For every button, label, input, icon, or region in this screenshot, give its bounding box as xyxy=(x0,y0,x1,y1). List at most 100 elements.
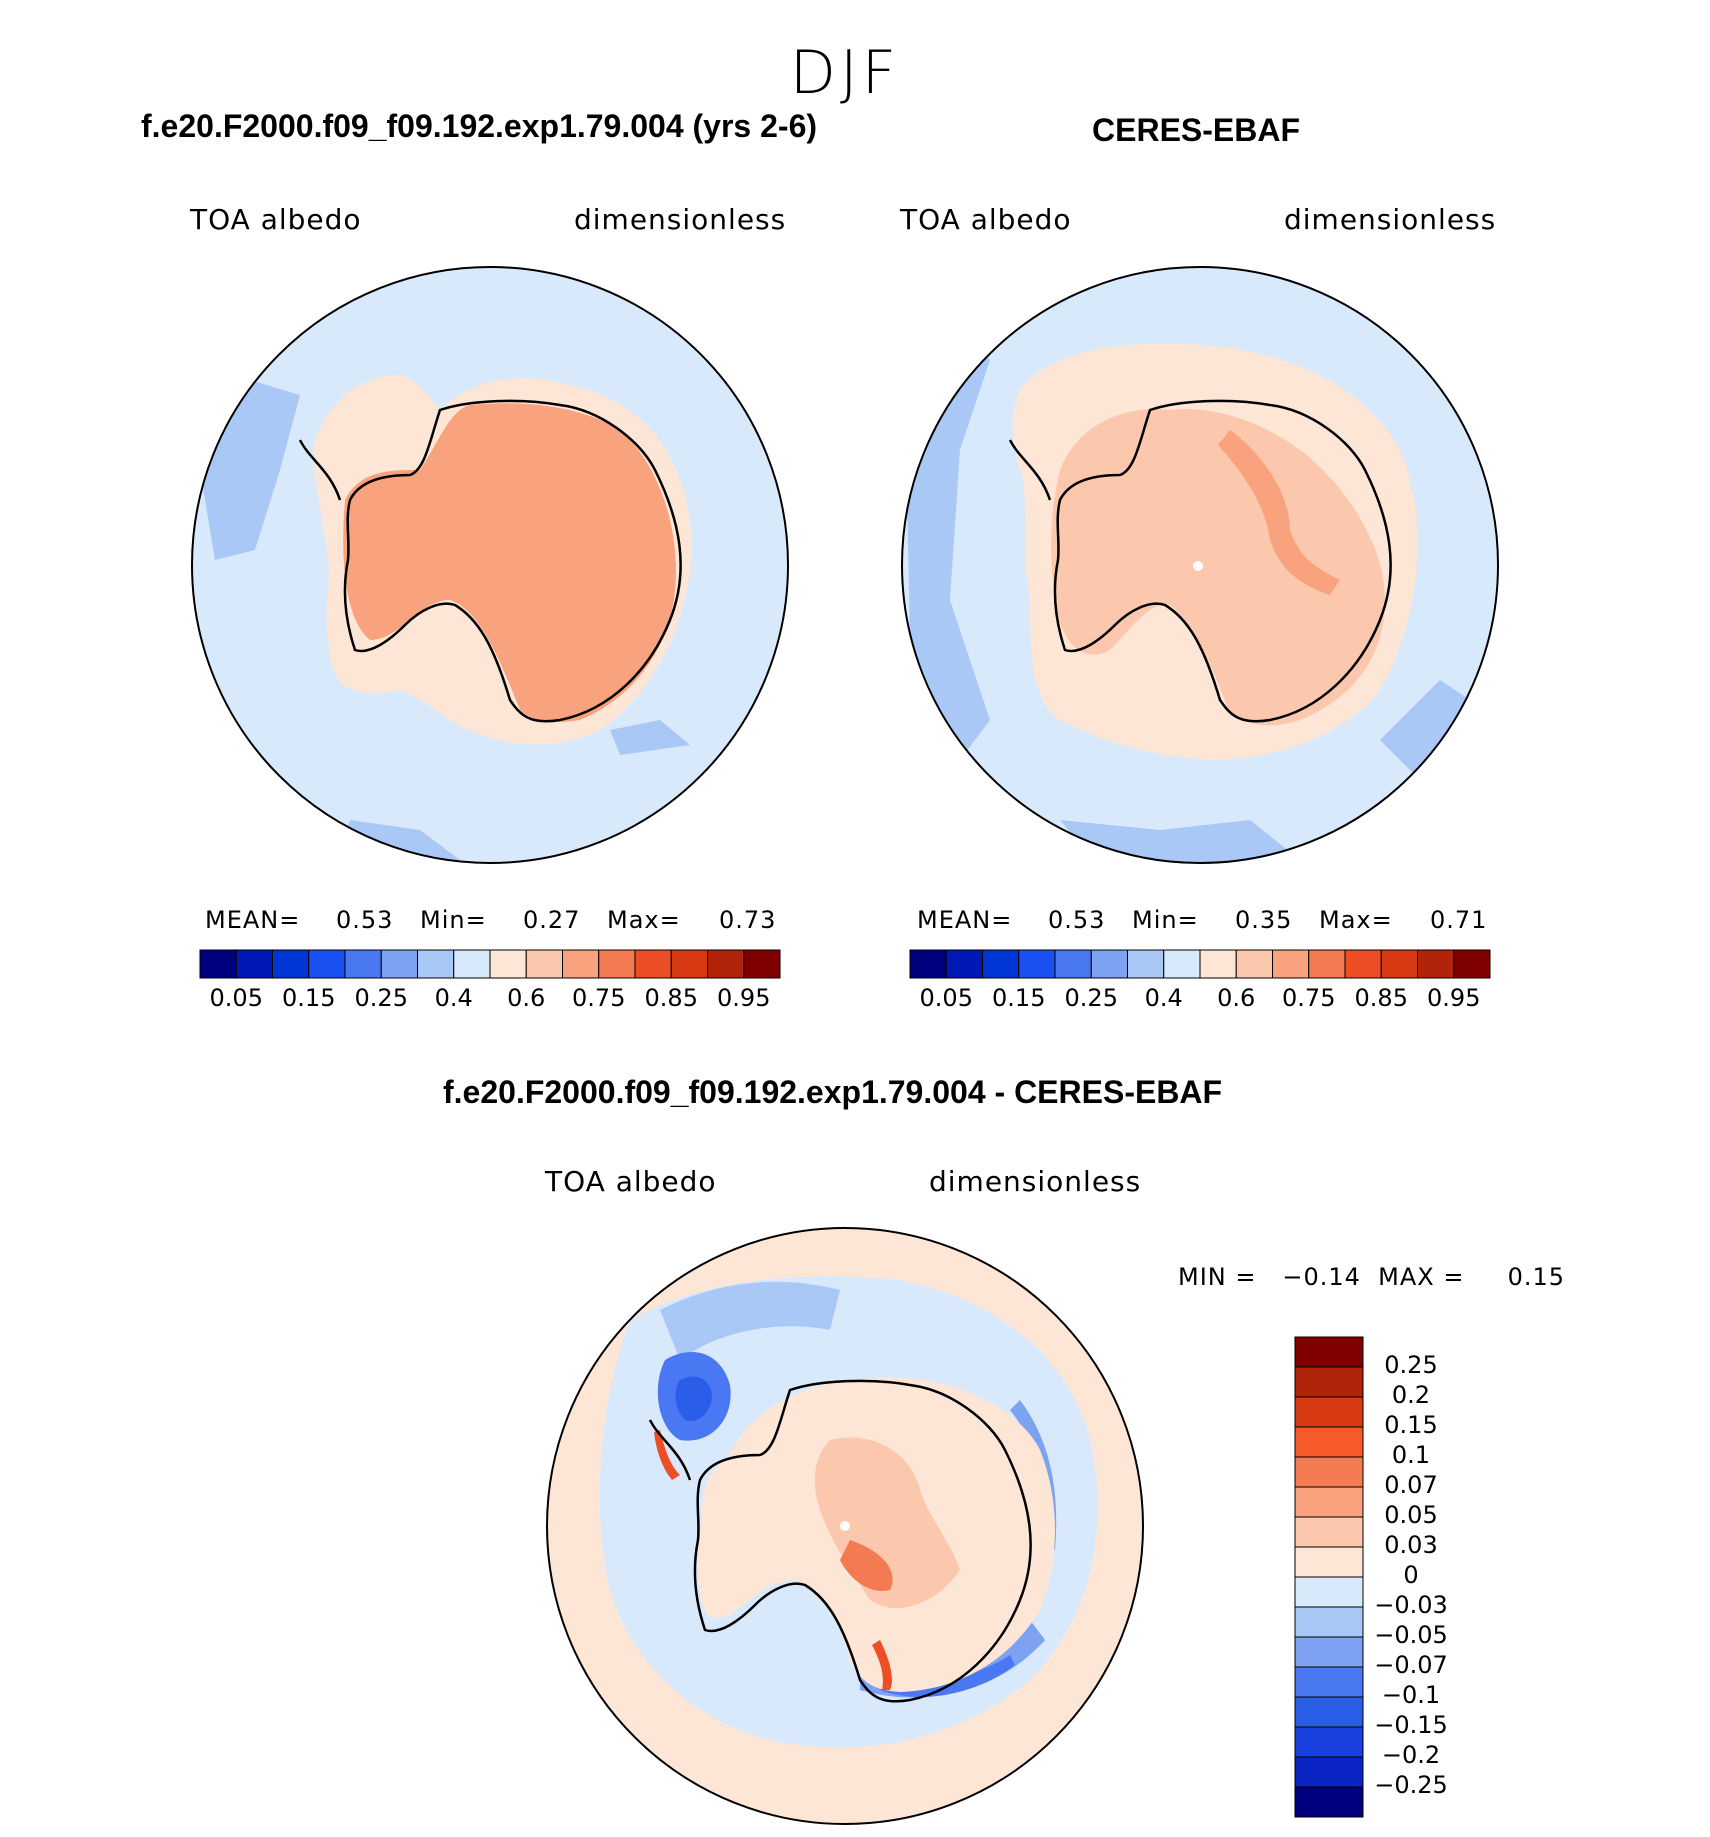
colorbar-swatch xyxy=(272,949,310,979)
colorbar-swatch xyxy=(1294,1756,1364,1788)
colorbar-tick-label: 0.1 xyxy=(1391,1441,1431,1469)
panel-2-mean: 0.53 xyxy=(1048,906,1106,934)
colorbar-tick-label: 0.4 xyxy=(434,984,473,1012)
colorbar-tick-label: 0.15 xyxy=(992,984,1046,1012)
colorbar-swatch xyxy=(1054,949,1092,979)
high-albedo-region xyxy=(343,403,676,722)
colorbar-swatch xyxy=(1294,1426,1364,1458)
colorbar-swatch xyxy=(1294,1666,1364,1698)
colorbar-swatch xyxy=(982,949,1020,979)
colorbar-tick-label: 0.6 xyxy=(1217,984,1256,1012)
colorbar-swatch xyxy=(1294,1636,1364,1668)
panel-1-min-label: Min= xyxy=(420,906,487,934)
colorbar-tick-label: −0.07 xyxy=(1374,1651,1448,1679)
colorbar-tick-label: −0.2 xyxy=(1381,1741,1441,1769)
panel-1-variable: TOA albedo xyxy=(190,203,362,236)
colorbar-tick-label: 0.75 xyxy=(1282,984,1336,1012)
season-title: DJF xyxy=(789,38,901,108)
colorbar-swatch xyxy=(1294,1336,1364,1368)
colorbar-swatch xyxy=(562,949,600,979)
colorbar-tick-label: 0.07 xyxy=(1384,1471,1438,1499)
colorbar-panel-2 xyxy=(909,949,1491,979)
panel-2-max-label: Max= xyxy=(1319,906,1393,934)
panel-1-min: 0.27 xyxy=(523,906,581,934)
colorbar-swatch xyxy=(1294,1546,1364,1578)
colorbar-tick-label: 0.85 xyxy=(644,984,698,1012)
high-albedo-region xyxy=(1051,409,1385,726)
plateau-ridge xyxy=(1218,430,1340,595)
colorbar-swatch xyxy=(1235,949,1273,979)
colorbar-panel-1 xyxy=(199,949,781,979)
colorbar-tick-label: 0.25 xyxy=(1384,1351,1438,1379)
panel-2-min: 0.35 xyxy=(1235,906,1293,934)
colorbar-swatch xyxy=(1294,1606,1364,1638)
colorbar-swatch xyxy=(707,949,745,979)
colorbar-swatch xyxy=(1294,1486,1364,1518)
colorbar-swatch xyxy=(598,949,636,979)
colorbar-tick-label: −0.1 xyxy=(1381,1681,1441,1709)
panel-1-title: f.e20.F2000.f09_f09.192.exp1.79.004 (yrs… xyxy=(141,108,818,144)
diff-minmax: MIN = −0.14 MAX = 0.15 xyxy=(1178,1263,1566,1291)
colorbar-tick-label: 0.05 xyxy=(209,984,263,1012)
colorbar-tick-label: −0.03 xyxy=(1374,1591,1448,1619)
colorbar-swatch xyxy=(417,949,455,979)
colorbar-swatch xyxy=(1294,1366,1364,1398)
colorbar-tick-label: 0.15 xyxy=(282,984,336,1012)
panel-2-units: dimensionless xyxy=(1284,203,1497,236)
colorbar-tick-label: 0.6 xyxy=(507,984,546,1012)
colorbar-tick-label: 0 xyxy=(1403,1561,1419,1589)
colorbar-swatch xyxy=(1344,949,1382,979)
diff-title: f.e20.F2000.f09_f09.192.exp1.79.004 - CE… xyxy=(443,1074,1223,1110)
colorbar-swatch xyxy=(1199,949,1237,979)
colorbar-tick-label: 0.25 xyxy=(354,984,408,1012)
colorbar-swatch xyxy=(909,949,947,979)
diff-variable: TOA albedo xyxy=(545,1165,717,1198)
colorbar-swatch xyxy=(199,949,237,979)
panel-2-variable: TOA albedo xyxy=(900,203,1072,236)
coastline xyxy=(693,1379,1032,1703)
panel-1-max: 0.73 xyxy=(719,906,777,934)
colorbar-swatch xyxy=(945,949,983,979)
colorbar-swatch xyxy=(235,949,273,979)
panel-2-max: 0.71 xyxy=(1430,906,1488,934)
colorbar-swatch xyxy=(1453,949,1491,979)
panel-1-mean-label: MEAN= xyxy=(205,906,301,934)
colorbar-swatch xyxy=(1090,949,1128,979)
colorbar-swatch xyxy=(525,949,563,979)
colorbar-swatch xyxy=(1380,949,1418,979)
colorbar-swatch xyxy=(1127,949,1165,979)
colorbar-swatch xyxy=(1294,1516,1364,1548)
colorbar-swatch xyxy=(344,949,382,979)
colorbar-swatch xyxy=(1294,1576,1364,1608)
colorbar-swatch xyxy=(1417,949,1455,979)
colorbar-tick-label: 0.05 xyxy=(1384,1501,1438,1529)
colorbar-tick-label: −0.05 xyxy=(1374,1621,1448,1649)
diff-units: dimensionless xyxy=(929,1165,1142,1198)
panel-2-min-label: Min= xyxy=(1132,906,1199,934)
colorbar-tick-label: 0.2 xyxy=(1391,1381,1431,1409)
colorbar-swatch xyxy=(1294,1726,1364,1758)
panel-2-title: CERES-EBAF xyxy=(1092,112,1301,148)
colorbar-tick-label: 0.85 xyxy=(1354,984,1408,1012)
map-border-diff xyxy=(546,1227,1144,1825)
panel-2-mean-label: MEAN= xyxy=(917,906,1013,934)
colorbar-swatch xyxy=(1294,1786,1364,1818)
colorbar-tick-label: −0.15 xyxy=(1374,1711,1448,1739)
colorbar-swatch xyxy=(1163,949,1201,979)
colorbar-swatch xyxy=(308,949,346,979)
colorbar-swatch xyxy=(1294,1696,1364,1728)
colorbar-swatch xyxy=(634,949,672,979)
map-panel-diff xyxy=(547,1228,1143,1824)
colorbar-swatch xyxy=(1308,949,1346,979)
colorbar-tick-label: 0.03 xyxy=(1384,1531,1438,1559)
colorbar-tick-label: 0.75 xyxy=(572,984,626,1012)
colorbar-swatch xyxy=(380,949,418,979)
map-border-2 xyxy=(901,266,1499,864)
colorbar-tick-label: 0.4 xyxy=(1144,984,1183,1012)
colorbar-swatch xyxy=(1294,1456,1364,1488)
colorbar-tick-label: 0.15 xyxy=(1384,1411,1438,1439)
colorbar-tick-label: 0.95 xyxy=(717,984,771,1012)
colorbar-swatch xyxy=(1018,949,1056,979)
map-panel-2 xyxy=(902,267,1498,863)
